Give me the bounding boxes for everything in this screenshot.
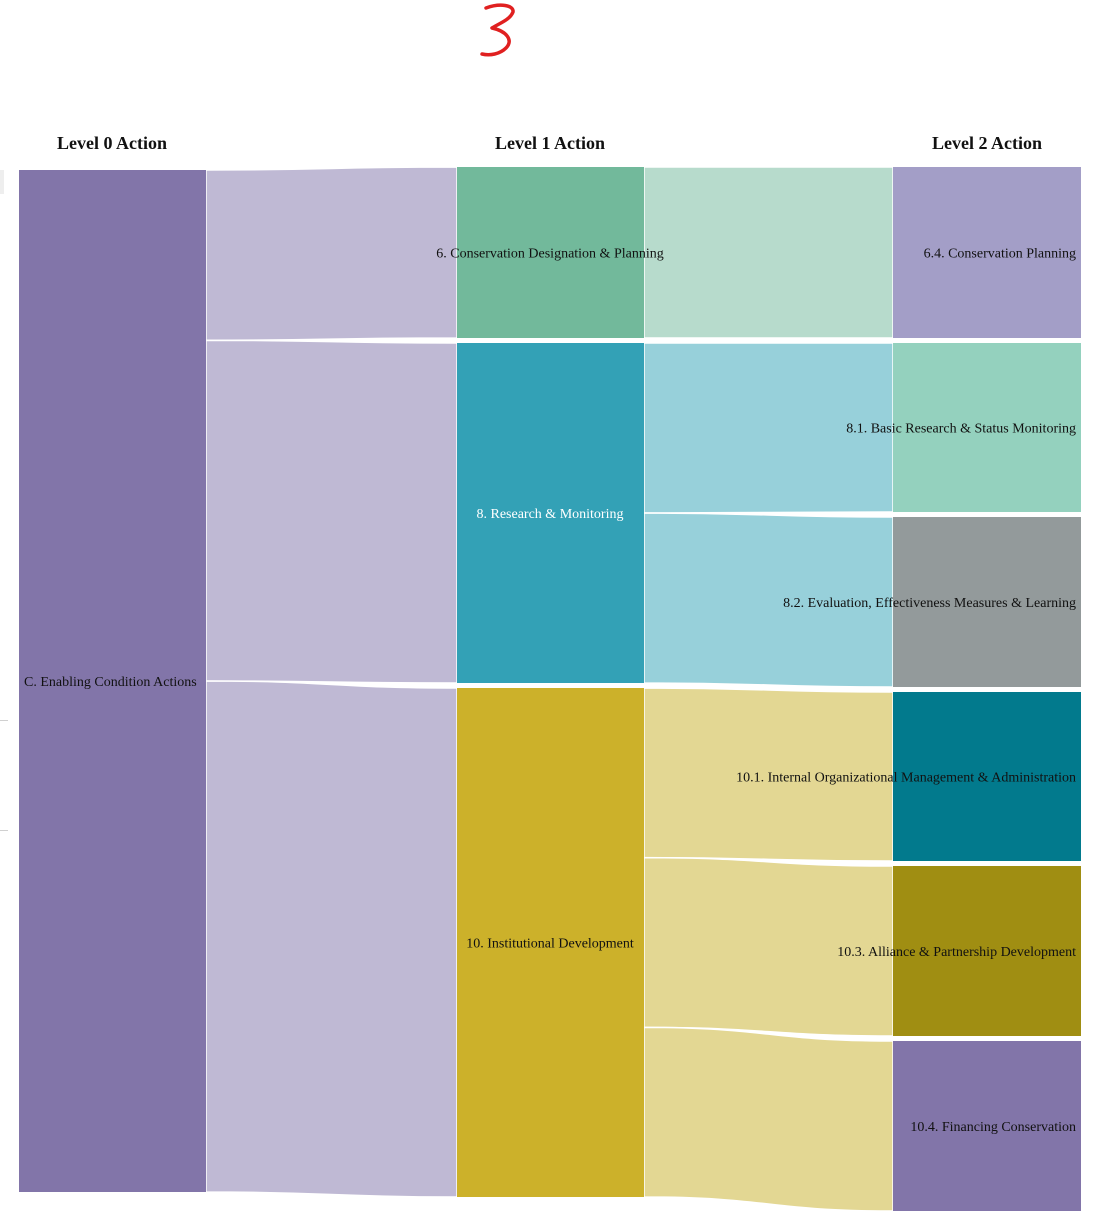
- handwritten-annotation: [480, 3, 515, 57]
- node-label-n8: 8. Research & Monitoring: [477, 507, 624, 522]
- node-label-n6: 6. Conservation Designation & Planning: [436, 247, 663, 262]
- column-header-level-0: Level 0 Action: [57, 133, 167, 153]
- column-header-level-1: Level 1 Action: [495, 133, 605, 153]
- left-edge-tick: [0, 720, 8, 721]
- node-label-n8-2: 8.2. Evaluation, Effectiveness Measures …: [783, 596, 1076, 611]
- node-label-n10-3: 10.3. Alliance & Partnership Development: [837, 945, 1076, 960]
- nodes: [19, 167, 1081, 1211]
- link-n10-to-n10_4[interactable]: [643, 1026, 894, 1212]
- link-n6-to-n6_4[interactable]: [643, 166, 894, 339]
- node-n10-4[interactable]: [893, 1041, 1081, 1211]
- node-n6[interactable]: [457, 167, 644, 338]
- node-labels: C. Enabling Condition Actions 6. Conserva…: [24, 247, 1076, 1136]
- links: [205, 166, 894, 1212]
- node-label-n10-1: 10.1. Internal Organizational Management…: [736, 771, 1076, 786]
- node-n8[interactable]: [457, 343, 644, 683]
- left-edge-strip: [0, 170, 4, 194]
- node-label-c: C. Enabling Condition Actions: [24, 675, 197, 690]
- node-n8-2[interactable]: [893, 517, 1081, 687]
- node-label-n8-1: 8.1. Basic Research & Status Monitoring: [846, 422, 1076, 437]
- node-n6-4[interactable]: [893, 167, 1081, 338]
- link-c-to-n6[interactable]: [205, 166, 458, 342]
- node-c[interactable]: [19, 170, 206, 1192]
- node-label-n10-4: 10.4. Financing Conservation: [910, 1120, 1076, 1135]
- node-label-n6-4: 6.4. Conservation Planning: [924, 247, 1076, 262]
- left-edge-tick: [0, 830, 8, 831]
- column-header-level-2: Level 2 Action: [932, 133, 1042, 153]
- node-n10-3[interactable]: [893, 866, 1081, 1036]
- node-n8-1[interactable]: [893, 343, 1081, 512]
- node-n10-1[interactable]: [893, 692, 1081, 861]
- node-label-n10: 10. Institutional Development: [466, 937, 634, 952]
- node-n10[interactable]: [457, 688, 644, 1197]
- link-c-to-n8[interactable]: [205, 339, 458, 684]
- handwritten-three-mark: [480, 3, 515, 57]
- link-c-to-n10[interactable]: [205, 680, 458, 1198]
